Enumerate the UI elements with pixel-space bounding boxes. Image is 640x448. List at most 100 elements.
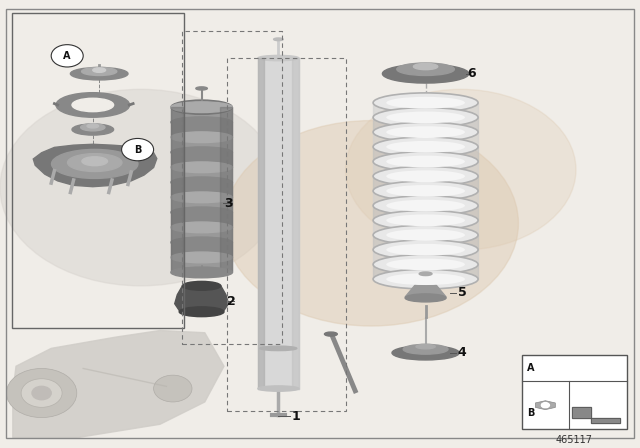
Ellipse shape <box>419 272 432 276</box>
Ellipse shape <box>171 162 232 172</box>
Circle shape <box>6 368 77 418</box>
Ellipse shape <box>373 166 478 186</box>
Ellipse shape <box>387 141 465 153</box>
Ellipse shape <box>373 269 478 289</box>
Ellipse shape <box>387 229 465 241</box>
Ellipse shape <box>373 240 478 259</box>
Ellipse shape <box>82 157 108 166</box>
Circle shape <box>346 89 576 250</box>
Ellipse shape <box>387 112 465 123</box>
Ellipse shape <box>373 196 478 215</box>
Ellipse shape <box>373 181 478 201</box>
Ellipse shape <box>87 124 99 128</box>
Ellipse shape <box>68 154 122 172</box>
Ellipse shape <box>373 108 478 127</box>
Ellipse shape <box>171 177 232 188</box>
Ellipse shape <box>405 294 446 302</box>
Circle shape <box>540 401 550 409</box>
Ellipse shape <box>373 152 478 171</box>
Ellipse shape <box>81 124 105 131</box>
FancyBboxPatch shape <box>522 355 627 429</box>
Text: 4: 4 <box>458 346 467 359</box>
Text: 5: 5 <box>458 286 467 299</box>
Ellipse shape <box>273 38 283 41</box>
Ellipse shape <box>397 63 454 75</box>
Text: 1: 1 <box>291 410 300 423</box>
Ellipse shape <box>387 170 465 182</box>
Text: B: B <box>134 145 141 155</box>
Ellipse shape <box>387 185 465 197</box>
Ellipse shape <box>260 346 297 351</box>
Ellipse shape <box>373 122 478 142</box>
Ellipse shape <box>196 87 207 90</box>
Ellipse shape <box>179 307 224 317</box>
Ellipse shape <box>387 273 465 285</box>
Ellipse shape <box>373 254 478 274</box>
Circle shape <box>21 379 62 407</box>
Ellipse shape <box>258 56 299 61</box>
Ellipse shape <box>373 240 478 259</box>
Ellipse shape <box>182 281 221 290</box>
Ellipse shape <box>171 267 232 278</box>
Circle shape <box>0 89 282 286</box>
Circle shape <box>32 386 51 400</box>
Ellipse shape <box>403 345 448 354</box>
Ellipse shape <box>413 64 438 70</box>
Ellipse shape <box>383 65 468 83</box>
Ellipse shape <box>171 102 232 112</box>
Ellipse shape <box>373 122 478 142</box>
Polygon shape <box>572 407 620 423</box>
Ellipse shape <box>171 192 232 202</box>
Polygon shape <box>175 286 228 314</box>
Ellipse shape <box>373 152 478 171</box>
Ellipse shape <box>70 68 128 80</box>
Ellipse shape <box>82 68 117 75</box>
Circle shape <box>51 45 83 67</box>
Ellipse shape <box>373 254 478 274</box>
Text: A: A <box>527 363 534 373</box>
Ellipse shape <box>72 98 114 112</box>
Polygon shape <box>536 401 556 409</box>
Ellipse shape <box>171 222 232 233</box>
Ellipse shape <box>171 132 232 142</box>
Ellipse shape <box>387 215 465 226</box>
Text: 3: 3 <box>224 197 232 210</box>
Ellipse shape <box>373 196 478 215</box>
Ellipse shape <box>373 108 478 127</box>
Ellipse shape <box>373 211 478 230</box>
Ellipse shape <box>387 155 465 168</box>
Ellipse shape <box>258 386 299 391</box>
Polygon shape <box>13 331 224 438</box>
Ellipse shape <box>387 126 465 138</box>
Text: B: B <box>527 408 534 418</box>
Ellipse shape <box>373 166 478 186</box>
Ellipse shape <box>324 332 337 336</box>
Ellipse shape <box>387 200 465 211</box>
Text: 465117: 465117 <box>556 435 593 445</box>
Ellipse shape <box>373 137 478 157</box>
Ellipse shape <box>373 211 478 230</box>
Ellipse shape <box>387 244 465 256</box>
Ellipse shape <box>171 207 232 218</box>
Ellipse shape <box>171 252 232 263</box>
Ellipse shape <box>373 181 478 201</box>
Ellipse shape <box>51 149 138 178</box>
Ellipse shape <box>416 345 435 349</box>
Ellipse shape <box>387 258 465 270</box>
Ellipse shape <box>56 93 129 117</box>
Polygon shape <box>405 272 446 297</box>
Ellipse shape <box>171 147 232 158</box>
Polygon shape <box>33 144 157 187</box>
Text: A: A <box>63 51 71 61</box>
Ellipse shape <box>171 100 232 114</box>
Ellipse shape <box>373 93 478 112</box>
Ellipse shape <box>171 117 232 128</box>
Ellipse shape <box>93 68 106 73</box>
Ellipse shape <box>171 237 232 248</box>
Ellipse shape <box>373 269 478 289</box>
Circle shape <box>224 121 518 326</box>
Ellipse shape <box>373 225 478 245</box>
Ellipse shape <box>373 225 478 245</box>
Ellipse shape <box>373 137 478 157</box>
Ellipse shape <box>392 346 460 360</box>
